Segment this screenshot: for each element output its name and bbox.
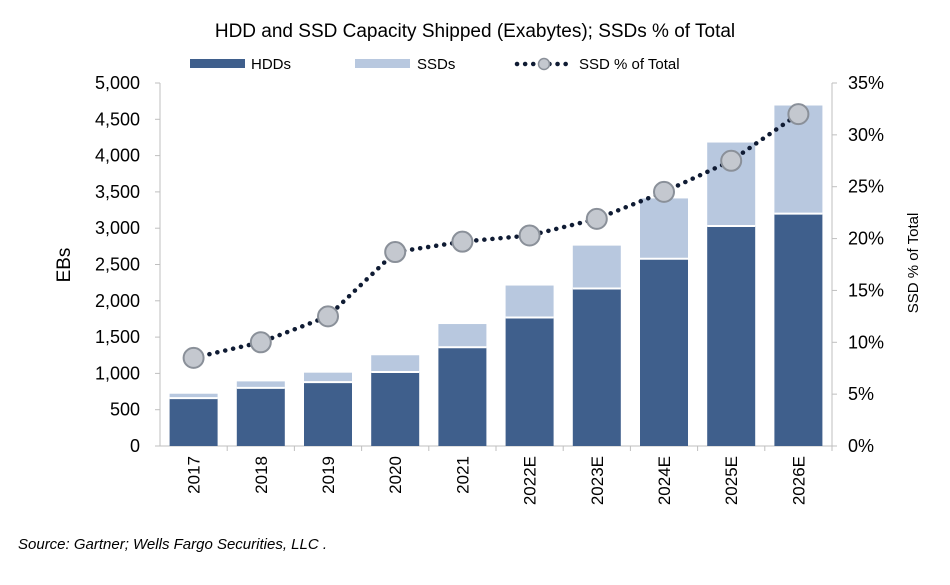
bar-ssds — [640, 198, 688, 259]
bar-hdds — [438, 347, 487, 446]
y-tick-label-right: 35% — [848, 73, 884, 93]
legend-label-ssds: SSDs — [417, 56, 455, 73]
legend-label-ssd-pct: SSD % of Total — [579, 56, 680, 73]
bar-hdds — [236, 387, 285, 446]
legend-swatch-ssds — [355, 59, 410, 68]
marker-ssd-pct — [585, 207, 608, 230]
bar-ssds — [169, 393, 218, 399]
marker-ssd-pct — [182, 346, 205, 369]
line-ssd-pct — [191, 111, 801, 361]
bar-hdds — [169, 398, 218, 446]
bar-hdds — [774, 213, 823, 446]
legend-label-hdds: HDDs — [251, 56, 291, 73]
bar-ssds — [371, 355, 420, 372]
marker-ssd-pct — [249, 331, 272, 354]
bar-hdds — [505, 317, 554, 446]
y-tick-label-right: 15% — [848, 280, 884, 300]
x-tick-label: 2018 — [252, 456, 271, 494]
y-tick-label-right: 0% — [848, 436, 874, 456]
y-tick-label-left: 1,000 — [95, 363, 140, 383]
bar-ssds — [572, 245, 621, 289]
y-tick-label-left: 5,000 — [95, 73, 140, 93]
x-tick-label: 2022E — [521, 456, 540, 505]
marker-ssd-pct — [317, 305, 339, 328]
bar-hdds — [371, 371, 420, 446]
marker-ssd-pct — [451, 230, 474, 253]
bar-ssds — [505, 285, 554, 318]
bar-ssds — [304, 372, 352, 383]
bar-hdds — [640, 258, 688, 446]
x-tick-label: 2019 — [319, 456, 338, 494]
y-tick-label-right: 5% — [848, 384, 874, 404]
marker-ssd-pct — [787, 103, 810, 126]
marker-ssd-pct — [720, 149, 743, 172]
bar-ssds — [438, 324, 487, 348]
marker-ssd-pct — [384, 241, 407, 264]
y-tick-label-left: 4,000 — [95, 146, 140, 166]
y-tick-label-left: 2,500 — [95, 255, 140, 275]
legend: HDDs SSDs SSD % of Total — [190, 56, 680, 73]
x-tick-label: 2021 — [453, 456, 472, 494]
y-tick-label-left: 3,500 — [95, 182, 140, 202]
bar-hdds — [707, 226, 756, 446]
x-tick-label: 2017 — [185, 456, 204, 494]
chart-title: HDD and SSD Capacity Shipped (Exabytes);… — [215, 21, 735, 42]
plot-area: 0 500 1,000 1,500 2,000 2,500 3,000 3,500 4,000 4… — [95, 73, 884, 505]
x-tick-label: 2026E — [789, 456, 808, 505]
y-tick-label-left: 2,000 — [95, 291, 140, 311]
y-tick-label-left: 0 — [130, 436, 140, 456]
bar-hdds — [572, 288, 621, 446]
legend-swatch-ssd-pct-marker — [537, 57, 551, 71]
x-tick-label: 2025E — [722, 456, 741, 505]
y-tick-label-left: 1,500 — [95, 327, 140, 347]
y-tick-label-right: 20% — [848, 229, 884, 249]
y-tick-label-left: 500 — [110, 400, 140, 420]
bar-ssds — [236, 381, 285, 388]
y-tick-label-left: 4,500 — [95, 109, 140, 129]
source-note: Source: Gartner; Wells Fargo Securities,… — [18, 536, 328, 553]
y-tick-label-left: 3,000 — [95, 218, 140, 238]
y-tick-label-right: 10% — [848, 332, 884, 352]
y-axis-title-left: EBs — [54, 248, 75, 283]
y-tick-label-right: 30% — [848, 125, 884, 145]
y-tick-label-right: 25% — [848, 177, 884, 197]
bar-hdds — [304, 382, 352, 446]
x-tick-label: 2023E — [588, 456, 607, 505]
y-axis-title-right: SSD % of Total — [905, 213, 922, 314]
x-tick-label: 2024E — [655, 456, 674, 505]
legend-swatch-hdds — [190, 59, 245, 68]
marker-ssd-pct — [518, 224, 541, 247]
marker-ssd-pct — [653, 180, 675, 203]
x-tick-label: 2020 — [386, 456, 405, 494]
